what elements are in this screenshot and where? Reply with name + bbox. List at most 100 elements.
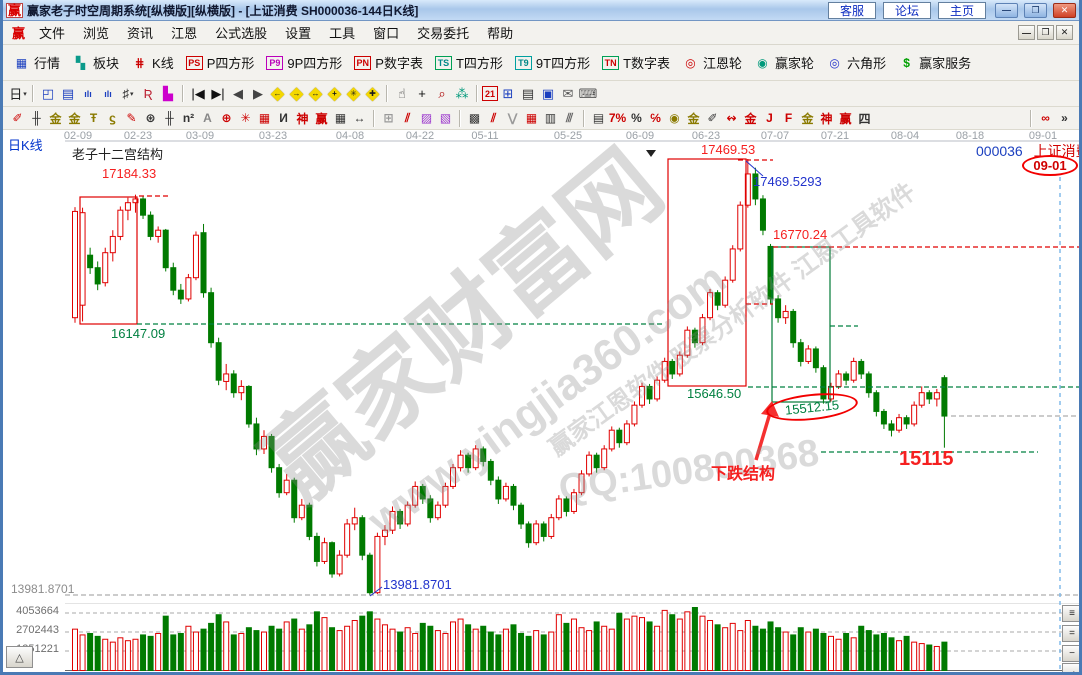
frame-tool[interactable]: ⊞ [383,111,394,125]
workstation-icon[interactable]: ⌨ [578,85,598,101]
mail-icon[interactable]: ✉ [562,85,574,101]
more-tools-button[interactable]: » [1061,111,1068,125]
ying-angle-tool[interactable]: 赢 [839,111,852,126]
winner-service-button[interactable]: $ 赢家服务 [893,51,976,74]
menu-item-1[interactable]: 浏览 [83,26,110,41]
web-grid-tool[interactable]: ▦ [258,111,271,125]
color-chart-icon[interactable]: ▙ [163,85,173,101]
close-button[interactable]: ✕ [1053,2,1076,18]
menu-item-7[interactable]: 窗口 [373,26,400,41]
last-page-button[interactable]: ▶| [211,85,225,101]
infinity-tool[interactable]: ∞ [1041,111,1050,125]
homepage-button[interactable]: 主页 [938,1,986,19]
j-angle-tool[interactable]: J [766,111,773,125]
next-page-button[interactable]: ▶ [253,85,263,101]
four-angle-tool[interactable]: 四 [858,111,871,126]
gold-bar-tool[interactable]: 金 [744,111,757,126]
menu-item-0[interactable]: 文件 [39,26,66,41]
zoom-out-diamond-button[interactable]: ◆ ✳ [344,83,363,104]
shadow-box-tool[interactable]: ▩ [468,111,481,125]
bars-9-icon[interactable]: ılı [104,88,112,99]
layout-two-pane-button[interactable]: = [1062,625,1079,642]
layout-one-pane-button[interactable]: − [1062,645,1079,662]
shen-tool[interactable]: 神 [296,111,309,126]
p-square-button[interactable]: PS P四方形 [181,51,260,74]
title-bar[interactable]: 赢 赢家老子时空周期系统[纵横版][纵横版] - [上证消费 SH000036-… [3,0,1079,21]
save-icon[interactable]: ▣ [541,85,555,101]
quotes-button[interactable]: ▦ 行情 [8,51,65,74]
forum-button[interactable]: 论坛 [883,1,931,19]
percent-t-tool[interactable]: 7% [608,111,627,125]
menu-item-9[interactable]: 帮助 [487,26,514,41]
wave-box-tool[interactable]: ↭ [726,111,737,125]
t-number-button[interactable]: TN T数字表 [597,51,675,74]
mdi-minimize-button[interactable]: — [1018,25,1035,40]
brush-tool[interactable]: ✐ [12,111,23,125]
gold-circle-tool[interactable]: ◉ [669,111,680,125]
gold-price-tool[interactable]: 金 [68,111,81,126]
gann-box2-tool[interactable]: ▧ [439,111,452,125]
v-line-tool[interactable]: ⋁ [507,111,518,125]
menu-item-8[interactable]: 交易委托 [417,26,470,41]
angle-lines-tool[interactable]: ⫽ [490,110,497,125]
t9-square-button[interactable]: T9 9T四方形 [510,51,595,74]
restore-draw-icon[interactable]: Ʀ [143,86,153,101]
p9-square-button[interactable]: P9 9P四方形 [261,51,347,74]
menu-item-2[interactable]: 资讯 [127,26,154,41]
pan-right-diamond-button[interactable]: ◆ → [287,83,306,104]
customer-service-button[interactable]: 客服 [828,1,876,19]
pen-ruler-tool[interactable]: ✎ [126,111,137,125]
calendar-icon[interactable]: 21 [482,86,498,101]
t-square-button[interactable]: TS T四方形 [430,51,508,74]
bars-3-icon[interactable]: ılı [84,88,92,99]
layout-three-pane-button[interactable]: ≡ [1062,605,1079,622]
n-square-tool[interactable]: n² [182,111,195,125]
first-page-button[interactable]: |◀ [191,85,205,101]
f-angle-tool[interactable]: F [784,111,793,125]
hatch-lines-tool[interactable]: ⫻ [565,110,574,125]
menu-item-3[interactable]: 江恩 [171,26,198,41]
mark-pen-tool[interactable]: ✐ [707,111,718,125]
dark-grid-tool[interactable]: ▥ [544,111,557,125]
prev-page-button[interactable]: ◀ [233,85,243,101]
scale-list-tool[interactable]: ▤ [592,111,605,125]
gold-level-tool[interactable]: 金 [687,111,700,126]
gann-wheel-button[interactable]: ◎ 江恩轮 [677,51,747,74]
candlestick-chart[interactable] [3,130,1079,671]
candle-style-button[interactable]: ♯ ▾ [122,86,134,101]
hand-tool-button[interactable]: ☝ [398,85,406,101]
notes-icon[interactable]: ▤ [521,85,535,101]
pattern-tool-button[interactable]: ⁂ [455,85,469,101]
menu-item-5[interactable]: 设置 [285,26,312,41]
crosshair-tool-button[interactable]: + [418,86,426,101]
wave-mark-tool[interactable]: И [279,111,288,125]
star-grid-tool[interactable]: ✳ [240,111,251,125]
scroll-right-button[interactable]: → [1062,663,1079,672]
info-doc-icon[interactable]: ▤ [61,85,75,101]
target-tool[interactable]: ⊕ [221,111,232,125]
time-cycle-tool[interactable]: ⊛ [145,111,156,125]
percent-line-tool[interactable]: ℅ [650,111,661,125]
restore-button[interactable]: ❐ [1024,2,1047,18]
period-day-button[interactable]: 日 ▾ [9,87,27,102]
gold-section-tool[interactable]: 金 [49,111,62,126]
pan-both-diamond-button[interactable]: ◆ ↔ [306,83,325,104]
pan-left-diamond-button[interactable]: ◆ ← [268,83,287,104]
span-measure-tool[interactable]: ↔ [353,111,366,125]
calculator-icon[interactable]: ⊞ [502,85,514,101]
zoom-in-diamond-button[interactable]: ◆ + [325,83,344,104]
fit-diamond-button[interactable]: ◆ ✚ [363,83,382,104]
kline-button[interactable]: ⋕ K线 [126,51,179,74]
percent-tool[interactable]: % [631,111,642,125]
winner-wheel-button[interactable]: ◉ 赢家轮 [749,51,819,74]
red-grid-tool[interactable]: ▦ [525,111,538,125]
gold-angle-tool[interactable]: 金 [801,111,814,126]
mdi-close-button[interactable]: ✕ [1056,25,1073,40]
chart-area[interactable]: 赢家财富网 www.yingjia360.com QQ:100800368 赢家… [3,130,1079,672]
menu-item-4[interactable]: 公式选股 [215,26,268,41]
ruler-grid-tool[interactable]: ╫ [32,111,41,125]
sectors-button[interactable]: ▚ 板块 [67,51,124,74]
menu-item-6[interactable]: 工具 [329,26,356,41]
p-number-button[interactable]: PN P数字表 [349,51,428,74]
ying-tool[interactable]: 赢 [315,111,328,126]
